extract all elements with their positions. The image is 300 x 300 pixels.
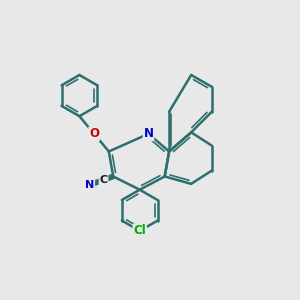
Text: N: N	[85, 180, 94, 190]
Text: N: N	[143, 127, 154, 140]
Text: Cl: Cl	[133, 224, 146, 237]
Text: C: C	[100, 175, 108, 185]
Text: O: O	[89, 127, 99, 140]
